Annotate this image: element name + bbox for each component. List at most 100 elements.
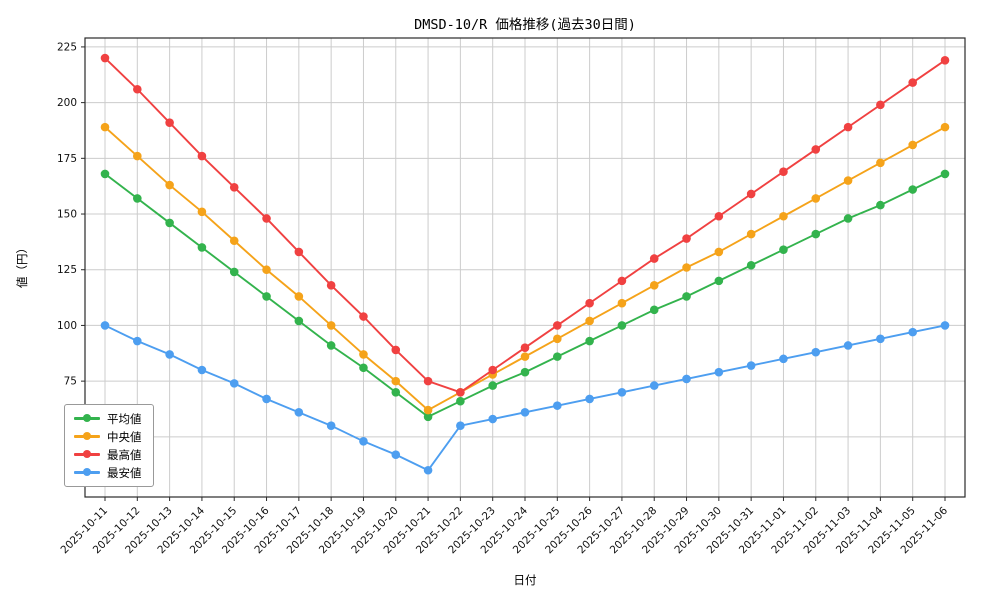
data-point-min xyxy=(553,401,562,410)
legend-item-min: 最安値 xyxy=(74,465,142,480)
y-tick-label: 125 xyxy=(57,264,77,276)
data-point-max xyxy=(682,234,691,243)
data-point-max xyxy=(811,145,821,154)
data-point-min xyxy=(940,321,950,330)
data-point-median xyxy=(262,265,271,275)
y-tick-label: 150 xyxy=(57,209,77,221)
data-point-min xyxy=(811,347,821,357)
data-point-average xyxy=(779,245,788,254)
data-point-median xyxy=(876,158,885,168)
legend-item-max: 最高値 xyxy=(74,447,142,462)
data-point-average xyxy=(229,267,239,277)
data-point-max xyxy=(133,84,142,94)
data-point-median xyxy=(423,405,433,415)
data-point-max xyxy=(326,281,336,290)
data-point-min xyxy=(876,334,885,344)
data-point-max xyxy=(779,167,788,176)
data-point-average xyxy=(876,200,885,210)
data-point-min xyxy=(359,436,368,446)
legend-line-marker xyxy=(74,414,100,423)
x-axis-label: 日付 xyxy=(513,573,537,587)
data-point-average xyxy=(391,387,401,397)
data-point-max xyxy=(908,78,917,87)
legend-label: 最高値 xyxy=(107,447,142,462)
data-point-median xyxy=(520,352,530,361)
data-point-median xyxy=(553,334,562,344)
data-point-min xyxy=(423,465,433,475)
legend: 平均値 中央値 最高値 最安値 xyxy=(64,404,154,487)
data-point-average xyxy=(843,214,853,223)
data-point-min xyxy=(649,381,659,390)
data-point-average xyxy=(553,352,562,361)
data-point-average xyxy=(585,336,594,346)
data-point-max xyxy=(165,118,174,127)
legend-dot-marker xyxy=(83,468,91,477)
data-point-average xyxy=(197,243,207,252)
data-point-min xyxy=(617,387,627,397)
legend-line-marker xyxy=(74,432,100,441)
data-point-max xyxy=(391,345,401,355)
data-point-min xyxy=(585,394,594,404)
series-min xyxy=(100,321,950,475)
y-tick-label: 225 xyxy=(57,41,77,53)
data-point-max xyxy=(456,387,465,397)
data-point-min xyxy=(746,361,756,370)
data-point-min xyxy=(520,408,530,417)
data-point-median xyxy=(133,151,142,161)
data-point-average xyxy=(682,292,691,301)
legend-dot-marker xyxy=(83,450,91,459)
data-point-median xyxy=(359,350,368,359)
data-point-average xyxy=(908,185,917,194)
data-point-max xyxy=(488,365,497,375)
series-average xyxy=(100,169,950,422)
y-tick-label: 175 xyxy=(57,153,77,165)
data-point-average xyxy=(133,194,142,203)
data-point-min xyxy=(843,341,853,350)
data-point-median xyxy=(779,211,788,221)
data-point-max xyxy=(553,321,562,330)
data-point-median xyxy=(326,321,336,330)
data-point-average xyxy=(423,412,433,422)
data-point-max xyxy=(714,211,724,221)
data-point-min xyxy=(488,414,497,424)
data-point-average xyxy=(714,276,724,286)
data-point-average xyxy=(520,367,530,377)
y-tick-label: 200 xyxy=(57,97,77,109)
legend-dot-marker xyxy=(83,414,91,423)
data-point-median xyxy=(165,180,174,190)
data-point-average xyxy=(326,341,336,350)
y-tick-label: 75 xyxy=(64,376,77,388)
data-point-median xyxy=(843,176,853,185)
data-point-min xyxy=(100,321,110,330)
data-point-average xyxy=(488,381,497,390)
data-point-min xyxy=(779,354,788,364)
data-point-median xyxy=(908,140,917,150)
data-point-min xyxy=(262,394,271,404)
data-point-average xyxy=(100,169,110,179)
legend-label: 最安値 xyxy=(107,465,142,480)
data-point-median xyxy=(585,316,594,326)
y-axis-label: 値（円） xyxy=(15,242,29,288)
data-point-min xyxy=(197,365,207,375)
legend-line-marker xyxy=(74,450,100,459)
data-point-average xyxy=(294,316,304,326)
data-point-min xyxy=(682,374,691,384)
data-point-median xyxy=(391,376,401,386)
x-axis-ticks: 2025-10-112025-10-122025-10-132025-10-14… xyxy=(58,497,950,556)
data-point-max xyxy=(520,343,530,353)
y-axis-ticks: 5075100125150175200225 xyxy=(57,41,85,443)
legend-label: 平均値 xyxy=(107,411,142,426)
data-point-average xyxy=(746,260,756,270)
data-point-max xyxy=(423,376,433,386)
data-point-max xyxy=(197,151,207,161)
data-point-min xyxy=(326,421,336,430)
data-point-median xyxy=(714,247,724,257)
data-point-median xyxy=(229,236,239,246)
data-point-max xyxy=(294,247,304,257)
data-point-median xyxy=(100,122,110,132)
data-point-median xyxy=(940,122,950,132)
data-point-median xyxy=(682,263,691,272)
data-point-average xyxy=(811,229,821,239)
data-point-min xyxy=(133,336,142,346)
